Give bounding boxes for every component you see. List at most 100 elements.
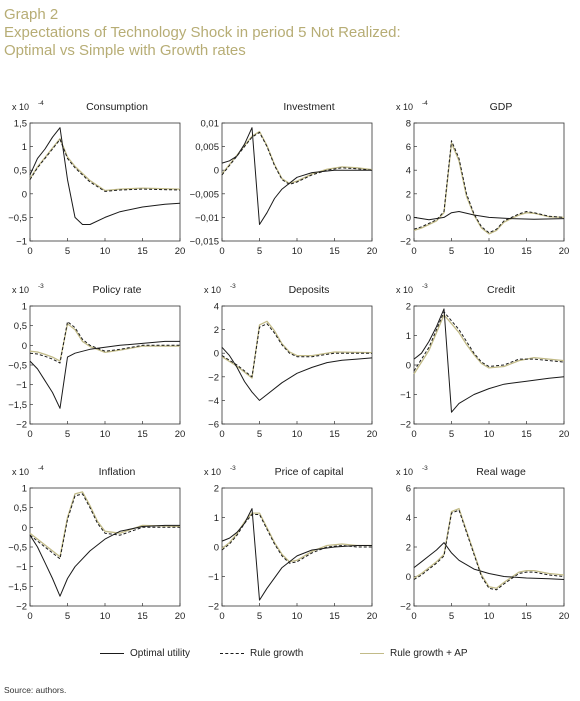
panel-title: Inflation	[99, 466, 136, 478]
series-line-rule-growth	[221, 131, 373, 185]
graph-title-line1: Expectations of Technology Shock in peri…	[4, 24, 401, 41]
x-tick-label: 0	[27, 246, 32, 257]
x-tick-label: 10	[292, 429, 303, 440]
y-tick-label: 0	[214, 543, 219, 554]
series-line-rule-growth	[221, 514, 372, 564]
y-tick-label: 4	[406, 513, 411, 524]
y-tick-label: −2	[400, 237, 411, 248]
x-tick-label: 0	[411, 429, 416, 440]
series-line-rule-growth-ap	[413, 314, 565, 375]
x-tick-label: 20	[367, 246, 378, 257]
panel-deposits: Deposits x 10 -3 −6 −4 −2 0 2 4 0 5 10 15 20	[204, 283, 377, 440]
y-tick-label: 1	[406, 331, 411, 342]
scale-label: x 10	[12, 285, 29, 295]
y-tick-label: 0	[22, 523, 27, 534]
y-tick-label: −0,5	[8, 361, 27, 372]
x-tick-label: 0	[411, 611, 416, 622]
x-tick-label: 10	[100, 611, 111, 622]
y-tick-label: −1	[400, 390, 411, 401]
y-tick-label: 0	[22, 341, 27, 352]
y-tick-label: 2	[214, 484, 219, 495]
y-tick-label: −1,5	[8, 400, 27, 411]
legend-item-rule-growth-ap: Rule growth + AP	[360, 648, 468, 659]
x-tick-label: 5	[449, 429, 454, 440]
x-tick-label: 10	[292, 611, 303, 622]
series-line-optimal-utility	[413, 308, 565, 413]
x-tick-label: 10	[292, 246, 303, 257]
x-tick-label: 0	[27, 611, 32, 622]
series-line-optimal-utility	[413, 542, 565, 580]
x-tick-label: 5	[449, 246, 454, 257]
series-line-rule-growth-ap	[413, 142, 565, 235]
series-line-rule-growth-ap	[29, 323, 180, 362]
legend-label-rule-growth-ap: Rule growth + AP	[390, 648, 468, 659]
y-tick-label: −2	[16, 602, 27, 613]
y-tick-label: −2	[208, 372, 219, 383]
x-tick-label: 5	[257, 611, 262, 622]
x-tick-label: 10	[484, 611, 495, 622]
y-tick-label: 0	[406, 572, 411, 583]
x-tick-label: 15	[521, 246, 532, 257]
panel-title: Credit	[487, 284, 515, 296]
legend-label-rule-growth: Rule growth	[250, 648, 304, 659]
y-tick-label: 0,5	[14, 321, 27, 332]
y-tick-label: −0,015	[190, 237, 219, 248]
series-line-rule-growth-ap	[29, 137, 181, 192]
x-tick-label: 20	[559, 246, 570, 257]
series-line-rule-growth-ap	[221, 320, 373, 379]
y-tick-label: 2	[406, 543, 411, 554]
series-line-rule-growth-ap	[221, 130, 373, 185]
plot-frame	[221, 305, 373, 425]
y-tick-label: −0,5	[8, 543, 27, 554]
series-line-optimal-utility	[29, 127, 181, 225]
x-tick-label: 0	[219, 246, 224, 257]
x-tick-label: 10	[100, 429, 111, 440]
x-tick-label: 5	[257, 246, 262, 257]
y-tick-label: 0	[22, 189, 27, 200]
x-tick-label: 20	[175, 611, 186, 622]
y-tick-label: 2	[406, 302, 411, 313]
series-line-optimal-utility	[29, 524, 180, 597]
y-tick-label: −4	[208, 396, 219, 407]
panel-title: Deposits	[289, 284, 330, 296]
plot-frame	[413, 487, 565, 607]
header: Graph 2 Expectations of Technology Shock…	[4, 6, 401, 60]
x-tick-label: 15	[329, 246, 340, 257]
y-tick-label: −1	[16, 380, 27, 391]
x-tick-label: 15	[137, 429, 148, 440]
y-tick-label: 0	[214, 349, 219, 360]
y-tick-label: 4	[214, 302, 219, 313]
y-tick-label: 6	[406, 484, 411, 495]
y-tick-label: 6	[406, 142, 411, 153]
panel-title: Consumption	[86, 101, 148, 113]
y-tick-label: −0,5	[8, 213, 27, 224]
series-line-rule-growth	[413, 311, 565, 372]
x-tick-label: 0	[411, 246, 416, 257]
source-note: Source: authors.	[4, 685, 67, 695]
y-tick-label: −2	[400, 420, 411, 431]
panel-title: GDP	[490, 101, 513, 113]
legend-item-optimal: Optimal utility	[100, 648, 190, 659]
legend-line-rule-growth-ap	[360, 653, 384, 654]
series-line-optimal-utility	[221, 127, 372, 225]
scale-label: x 10	[12, 102, 29, 112]
series-line-rule-growth	[413, 509, 565, 591]
y-tick-label: 2	[406, 189, 411, 200]
y-tick-label: 8	[406, 119, 411, 130]
x-tick-label: 5	[65, 246, 70, 257]
y-tick-label: −1	[208, 572, 219, 583]
x-tick-label: 5	[449, 611, 454, 622]
y-tick-label: 1	[22, 142, 27, 153]
x-tick-label: 15	[329, 429, 340, 440]
y-tick-label: 0	[406, 213, 411, 224]
series-line-rule-growth	[221, 323, 372, 378]
legend-label-optimal: Optimal utility	[130, 648, 191, 659]
series-line-rule-growth-ap	[413, 507, 565, 589]
y-tick-label: 0,01	[201, 119, 220, 130]
